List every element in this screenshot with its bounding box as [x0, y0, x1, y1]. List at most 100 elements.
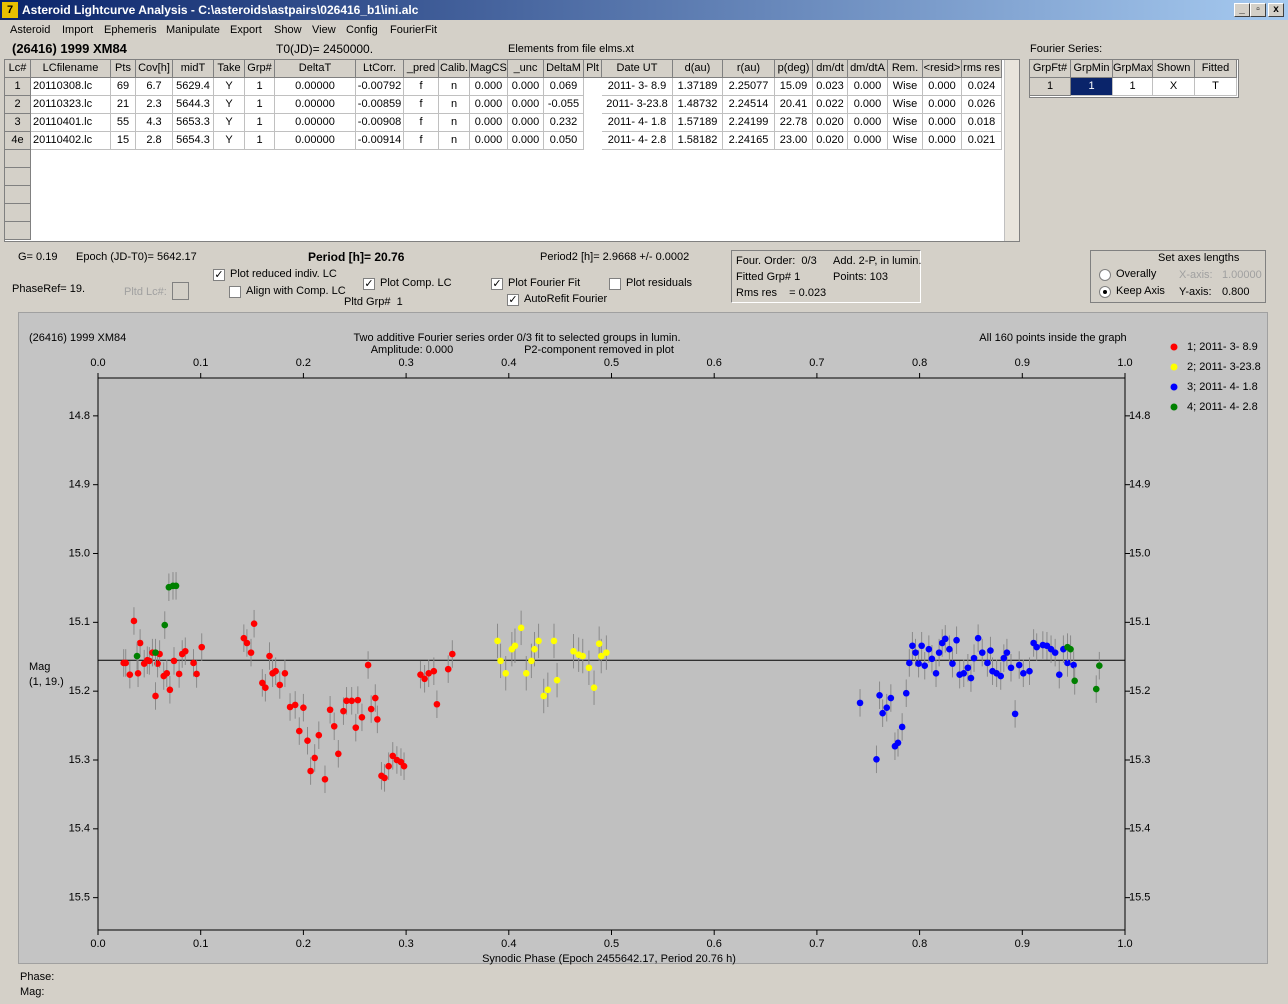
- app-icon: 7: [2, 2, 18, 18]
- data-point: [281, 669, 289, 677]
- x-tick-label: 0.8: [912, 357, 927, 369]
- x-tick-label: 0.6: [707, 357, 722, 369]
- data-point: [873, 756, 880, 763]
- checkbox-label: Plot Fourier Fit: [508, 277, 581, 289]
- data-point: [1067, 645, 1074, 653]
- data-point: [984, 659, 991, 667]
- column-header: rms res: [962, 60, 1002, 78]
- table-cell: 2.24514: [723, 96, 775, 114]
- column-header: dm/dt: [813, 60, 848, 78]
- table-cell: Wise: [888, 78, 923, 96]
- table-cell: 1: [245, 132, 275, 150]
- checkbox[interactable]: ✓: [507, 294, 519, 306]
- table-cell: f: [404, 132, 439, 150]
- column-header: midT: [173, 60, 214, 78]
- scrollbar[interactable]: [1004, 60, 1019, 241]
- x-tick-label: 0.3: [399, 938, 414, 950]
- data-point: [579, 652, 587, 660]
- pltd-grp-label: Pltd Grp# 1: [344, 296, 403, 308]
- minimize-button[interactable]: _: [1234, 3, 1250, 17]
- column-header: LCfilename: [31, 60, 111, 78]
- data-point: [879, 709, 887, 717]
- table-cell: 2.24165: [723, 132, 775, 150]
- radio-button[interactable]: [1099, 269, 1111, 281]
- checkbox[interactable]: [609, 278, 621, 290]
- menu-item[interactable]: Manipulate: [166, 24, 220, 36]
- pltd-lc-label: Pltd Lc#:: [124, 286, 167, 298]
- data-point: [894, 739, 902, 747]
- fit-info-text: Fitted Grp# 1: [736, 271, 801, 283]
- checkbox[interactable]: ✓: [213, 269, 225, 281]
- data-point: [1096, 662, 1103, 670]
- data-point: [331, 722, 338, 730]
- checkbox-label: Plot reduced indiv. LC: [230, 268, 337, 280]
- table-cell: Y: [214, 114, 245, 132]
- data-point: [598, 652, 605, 660]
- table-cell: 1: [245, 78, 275, 96]
- table-cell: 0.021: [962, 132, 1002, 150]
- table-cell: 0.000: [923, 114, 962, 132]
- table-cell: Y: [214, 96, 245, 114]
- radio-dot: [1103, 290, 1107, 294]
- table-cell: 0.000: [923, 96, 962, 114]
- close-button[interactable]: x: [1268, 3, 1284, 17]
- table-cell: 0.023: [813, 78, 848, 96]
- table-cell: Y: [214, 132, 245, 150]
- data-point: [1033, 643, 1041, 651]
- chart-title-left: (26416) 1999 XM84: [29, 332, 126, 344]
- table-cell[interactable]: T: [1195, 78, 1237, 96]
- row-header[interactable]: 4e: [5, 132, 31, 150]
- column-header: Calib.: [439, 60, 470, 78]
- y-tick-label: 15.2: [69, 685, 90, 697]
- menu-item[interactable]: Export: [230, 24, 262, 36]
- row-header[interactable]: 1: [5, 78, 31, 96]
- data-point: [372, 694, 379, 702]
- t0-label: T0(JD)= 2450000.: [276, 42, 374, 56]
- data-point: [292, 701, 299, 709]
- menu-item[interactable]: Asteroid: [10, 24, 51, 36]
- table-cell: 21: [111, 96, 136, 114]
- menu-item[interactable]: Show: [274, 24, 302, 36]
- checkbox[interactable]: ✓: [363, 278, 375, 290]
- data-point: [887, 694, 895, 702]
- data-point: [374, 716, 381, 723]
- legend-label: 4; 2011- 4- 2.8: [1187, 401, 1258, 413]
- menu-item[interactable]: FourierFit: [390, 24, 438, 36]
- table-cell[interactable]: 1: [1030, 78, 1071, 96]
- restore-button[interactable]: ▫: [1250, 3, 1266, 17]
- data-point: [343, 697, 350, 705]
- table-cell[interactable]: X: [1153, 78, 1195, 96]
- table-cell: -0.00859: [356, 96, 404, 114]
- data-point: [126, 671, 134, 678]
- radio-button[interactable]: [1099, 286, 1111, 298]
- table-cell[interactable]: 1: [1071, 78, 1113, 96]
- title-bar: 7 Asteroid Lightcurve Analysis - C:\aste…: [0, 0, 1288, 20]
- checkbox[interactable]: ✓: [491, 278, 503, 290]
- x-tick-label: 0.6: [707, 938, 722, 950]
- data-point: [122, 659, 130, 667]
- table-cell: 0.000: [508, 78, 544, 96]
- pltd-lc-spinner[interactable]: [172, 282, 189, 300]
- fit-info-text: Four. Order: 0/3: [736, 255, 817, 267]
- menu-item[interactable]: Ephemeris: [104, 24, 157, 36]
- data-point: [335, 750, 342, 758]
- y-tick-label: 14.8: [1129, 410, 1150, 422]
- data-point: [528, 657, 535, 665]
- legend-marker: [1170, 403, 1178, 411]
- menu-item[interactable]: Config: [346, 24, 378, 36]
- data-point: [997, 672, 1005, 680]
- column-header: d(au): [673, 60, 723, 78]
- data-point: [433, 700, 441, 708]
- menu-item[interactable]: Import: [62, 24, 94, 36]
- row-header: [5, 204, 31, 222]
- row-header[interactable]: 3: [5, 114, 31, 132]
- checkbox[interactable]: [229, 286, 241, 298]
- table-cell[interactable]: 1: [1113, 78, 1153, 96]
- data-point: [358, 714, 366, 721]
- table-cell: 2011- 4- 2.8: [602, 132, 673, 150]
- y-tick-label: 15.1: [1129, 616, 1150, 628]
- data-point: [182, 647, 189, 655]
- data-point: [918, 642, 926, 650]
- menu-item[interactable]: View: [312, 24, 336, 36]
- row-header[interactable]: 2: [5, 96, 31, 114]
